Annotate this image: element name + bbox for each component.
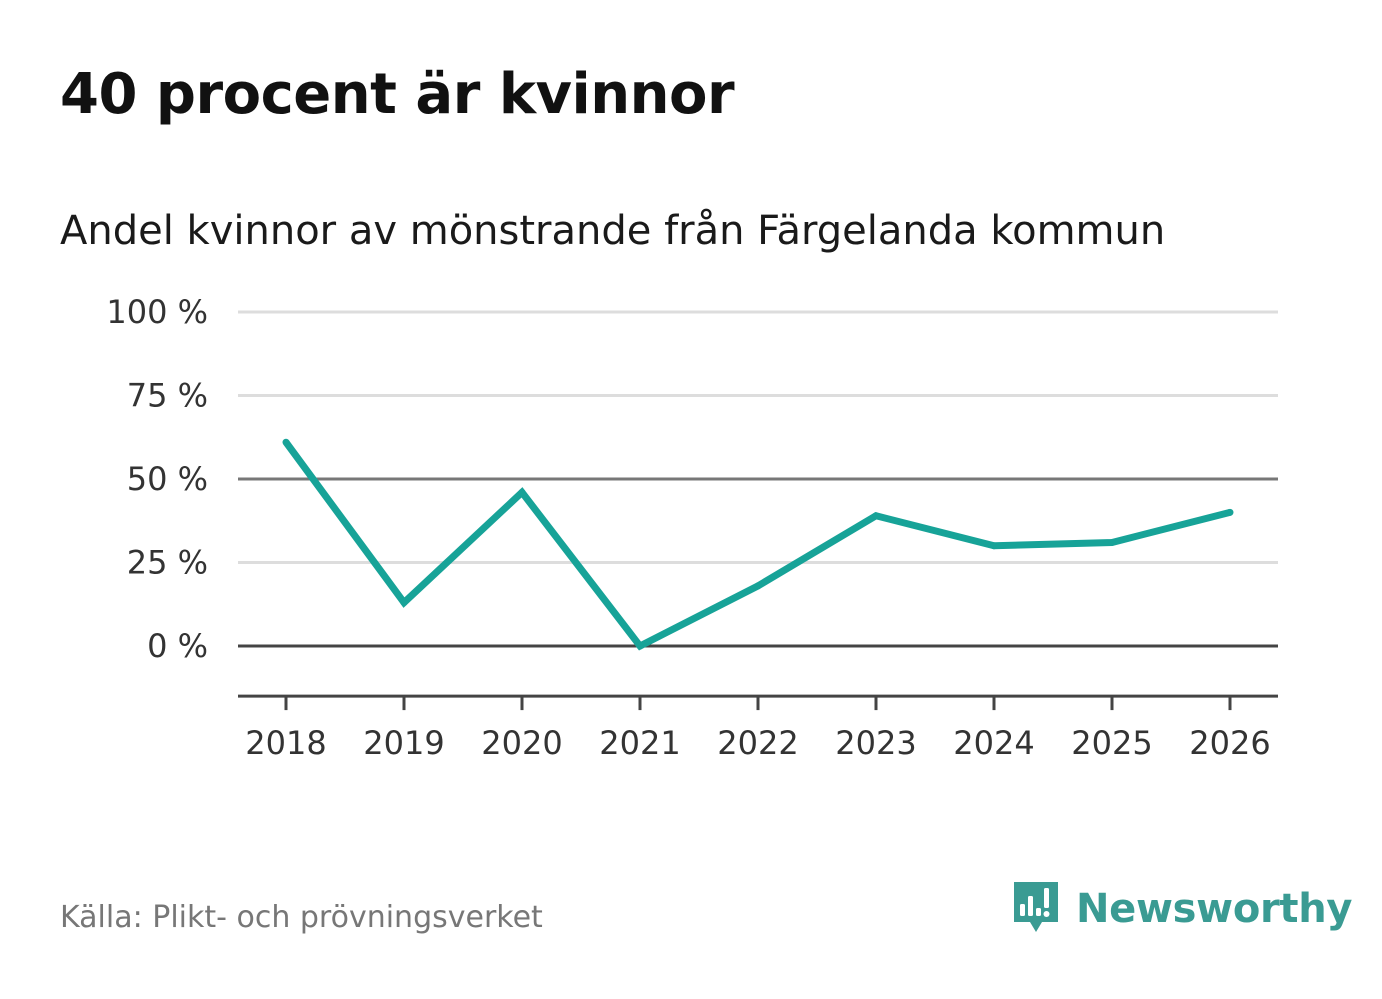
x-tick-label: 2018: [245, 724, 326, 762]
y-tick-label: 50 %: [127, 460, 208, 498]
source-note: Källa: Plikt- och prövningsverket: [60, 900, 543, 935]
data-point: [518, 488, 526, 496]
data-point: [1226, 508, 1234, 516]
x-tick-label: 2021: [599, 724, 680, 762]
y-tick-label: 100 %: [106, 293, 208, 331]
x-tick-label: 2023: [835, 724, 916, 762]
data-point: [636, 642, 644, 650]
gridlines: [238, 310, 1278, 648]
series-lines: [282, 438, 1234, 651]
brand-logo: Newsworthy: [1010, 878, 1353, 940]
brand-name: Newsworthy: [1076, 886, 1353, 932]
y-tick-label: 0 %: [147, 627, 208, 665]
x-tick-label: 2020: [481, 724, 562, 762]
x-tick-label: 2024: [953, 724, 1034, 762]
chart-title: 40 procent är kvinnor: [60, 62, 735, 127]
data-point: [990, 542, 998, 550]
data-point: [282, 438, 290, 446]
data-point: [400, 599, 408, 607]
data-point: [754, 582, 762, 590]
chart-subtitle: Andel kvinnor av mönstrande från Färgela…: [60, 208, 1166, 254]
series-line: [283, 440, 1231, 651]
x-tick-label: 2026: [1189, 724, 1270, 762]
data-point: [1108, 538, 1116, 546]
x-tick-label: 2022: [717, 724, 798, 762]
newsworthy-logo-icon: [1014, 882, 1058, 932]
y-tick-label: 25 %: [127, 544, 208, 582]
x-tick-label: 2019: [363, 724, 444, 762]
x-tick-label: 2025: [1071, 724, 1152, 762]
y-tick-label: 75 %: [127, 377, 208, 415]
x-axis: 2018 2019 2020 2021 2022 2023 2024 2025 2026: [238, 694, 1278, 762]
data-point: [872, 512, 880, 520]
y-axis-ticks: 0 % 25 % 50 % 75 % 100 %: [106, 293, 208, 665]
